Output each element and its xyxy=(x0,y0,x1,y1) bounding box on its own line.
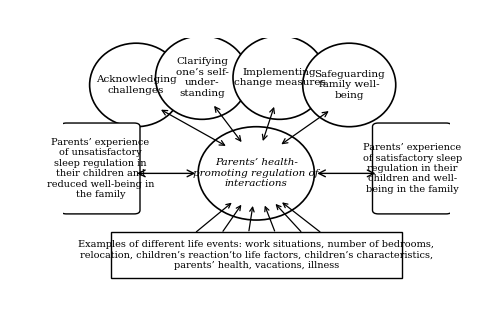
FancyBboxPatch shape xyxy=(60,123,140,214)
Text: Parents’ health-
promoting regulation of
interactions: Parents’ health- promoting regulation of… xyxy=(194,159,319,188)
Ellipse shape xyxy=(303,43,396,127)
Text: Examples of different life events: work situations, number of bedrooms,
relocati: Examples of different life events: work … xyxy=(78,240,434,270)
Text: Clarifying
one’s self-
under-
standing: Clarifying one’s self- under- standing xyxy=(176,57,229,98)
FancyBboxPatch shape xyxy=(111,232,402,278)
Ellipse shape xyxy=(156,36,248,119)
Ellipse shape xyxy=(233,36,326,119)
Ellipse shape xyxy=(198,127,314,220)
Text: Parents’ experience
of satisfactory sleep
regulation in their
children and well-: Parents’ experience of satisfactory slee… xyxy=(362,143,462,194)
Text: Implementing
change measures: Implementing change measures xyxy=(234,68,326,87)
FancyBboxPatch shape xyxy=(372,123,452,214)
Ellipse shape xyxy=(90,43,182,127)
Text: Safeguarding
family well-
being: Safeguarding family well- being xyxy=(314,70,384,100)
Text: Acknowledging
challenges: Acknowledging challenges xyxy=(96,75,176,95)
Text: Parents’ experience
of unsatisfactory
sleep regulation in
their children and
red: Parents’ experience of unsatisfactory sl… xyxy=(46,138,154,199)
